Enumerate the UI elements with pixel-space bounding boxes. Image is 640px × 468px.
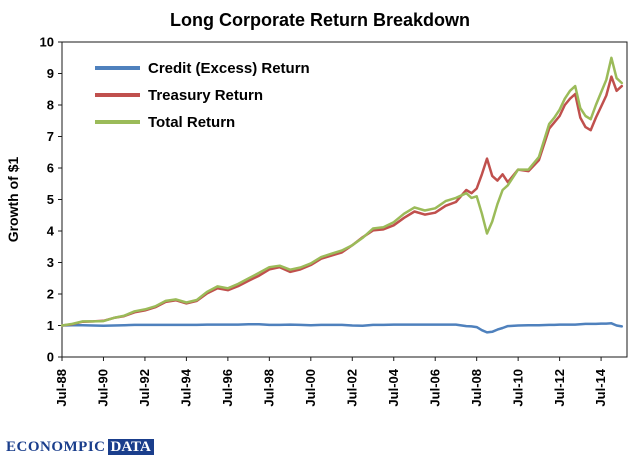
y-tick-label: 8 (47, 98, 54, 113)
series-line-credit-excess-return (60, 322, 624, 334)
y-tick-label: 0 (47, 350, 54, 365)
x-tick-label: Jul-88 (54, 369, 69, 407)
x-tick-label: Jul-94 (179, 368, 194, 406)
y-tick-label: 7 (47, 129, 54, 144)
x-tick-label: Jul-98 (261, 369, 276, 407)
legend-label-1: Credit (Excess) Return (148, 60, 310, 77)
x-tick-label: Jul-04 (386, 368, 401, 406)
x-tick-label: Jul-90 (96, 369, 111, 407)
x-tick-label: Jul-02 (344, 369, 359, 407)
y-tick-label: 1 (47, 318, 54, 333)
y-tick-label: 3 (47, 255, 54, 270)
x-tick-label: Jul-10 (510, 369, 525, 407)
chart-title: Long Corporate Return Breakdown (169, 10, 470, 30)
y-tick-label: 9 (47, 66, 54, 81)
x-tick-label: Jul-12 (552, 369, 567, 407)
x-tick-label: Jul-14 (593, 368, 608, 406)
x-tick-label: Jul-96 (220, 369, 235, 407)
econompicdata-logo: ECONOMPIC DATA (6, 438, 154, 456)
y-tick-label: 6 (47, 161, 54, 176)
x-tick-label: Jul-08 (469, 369, 484, 407)
logo-text-main: ECONOMPIC (6, 439, 106, 455)
y-axis-title: Growth of $1 (5, 157, 21, 243)
x-tick-label: Jul-92 (137, 369, 152, 407)
line-chart: 0 1 2 3 4 5 6 7 8 9 10 Jul-88 Jul-90 Jul-92 Jul-94 Jul-… (5, 35, 628, 407)
x-tick-label: Jul-00 (303, 369, 318, 407)
series-line-total-return (60, 56, 624, 327)
y-tick-label: 10 (40, 35, 54, 50)
y-tick-label: 4 (47, 224, 55, 239)
x-tick-label: Jul-06 (427, 369, 442, 407)
legend-label-3: Total Return (148, 114, 235, 131)
legend-label-2: Treasury Return (148, 87, 263, 104)
series-line-treasury-return (60, 75, 624, 327)
logo-text-box: DATA (107, 439, 154, 455)
y-tick-label: 2 (47, 287, 54, 302)
y-tick-label: 5 (47, 192, 54, 207)
